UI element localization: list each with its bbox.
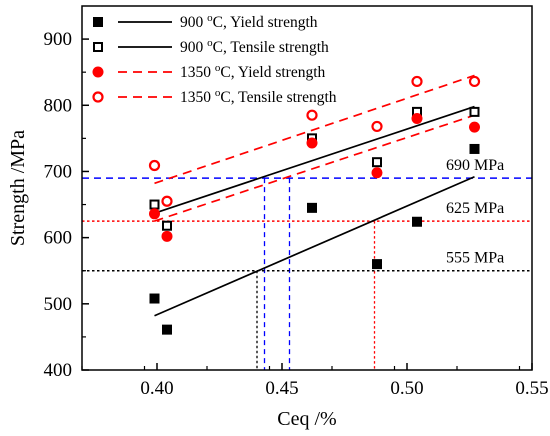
x-tick-label: 0.50 <box>390 378 423 399</box>
fit-line-0 <box>154 175 475 317</box>
data-point-s1 <box>372 157 382 168</box>
y-tick-label: 800 <box>44 95 73 116</box>
x-tick-label: 0.55 <box>515 378 548 399</box>
x-tick-label: 0.45 <box>265 378 298 399</box>
data-point-s2 <box>371 167 383 179</box>
data-point-s1 <box>149 199 160 210</box>
reference-label: 555 MPa <box>446 250 504 267</box>
y-tick-label: 500 <box>44 294 73 315</box>
legend-label-1: 900 oC, Tensile strength <box>180 37 329 56</box>
x-axis-label: Ceq /% <box>277 408 336 430</box>
data-point-s0 <box>412 216 422 227</box>
data-point-s0 <box>162 324 172 335</box>
legend-label-0: 900 oC, Yield strength <box>180 12 318 31</box>
reference-lines <box>82 177 532 370</box>
y-tick-label: 600 <box>44 228 73 249</box>
reference-annotations: 690 MPa 625 MPa 555 MPa <box>446 157 504 267</box>
reference-label: 625 MPa <box>446 200 504 217</box>
legend-marker-3 <box>92 91 104 103</box>
y-tick-label: 900 <box>44 29 73 50</box>
data-point-s3 <box>411 75 423 88</box>
data-point-s1 <box>469 106 480 117</box>
data-point-s1 <box>162 220 172 231</box>
data-point-s3 <box>148 159 161 172</box>
data-markers <box>148 75 481 335</box>
data-point-s2 <box>306 137 318 149</box>
legend-marker-1 <box>93 42 103 52</box>
legend-marker-2 <box>92 66 104 78</box>
data-point-s3 <box>468 75 481 88</box>
data-point-s0 <box>149 293 160 304</box>
x-tick-label: 0.40 <box>140 378 173 399</box>
y-tick-label: 400 <box>44 360 73 381</box>
data-point-s2 <box>411 113 423 125</box>
fit-line-1 <box>154 105 475 214</box>
fit-lines <box>154 74 475 317</box>
data-point-s0 <box>372 259 382 270</box>
data-point-s0 <box>469 143 480 154</box>
legend: 900 oC, Yield strength 900 oC, Tensile st… <box>92 12 337 106</box>
plot-frame <box>81 5 533 371</box>
legend-marker-0 <box>93 17 103 27</box>
data-point-s3 <box>161 195 173 207</box>
fit-line-2 <box>154 114 475 222</box>
legend-label-3: 1350 oC, Tensile strength <box>180 87 337 106</box>
data-point-s2 <box>161 230 173 242</box>
data-point-s3 <box>371 120 383 133</box>
legend-label-2: 1350 oC, Yield strength <box>180 62 326 81</box>
reference-label: 690 MPa <box>446 157 504 174</box>
y-axis-label: Strength /MPa <box>7 130 29 246</box>
data-point-s3 <box>306 109 318 121</box>
data-point-s2 <box>469 121 480 133</box>
fit-line-3 <box>154 74 475 185</box>
y-tick-label: 700 <box>44 161 73 182</box>
axis-ticks: 400 500 600 700 800 900 0.40 0.45 0.50 0.55 <box>44 29 549 399</box>
data-point-s0 <box>307 202 317 213</box>
data-point-s2 <box>149 208 160 220</box>
